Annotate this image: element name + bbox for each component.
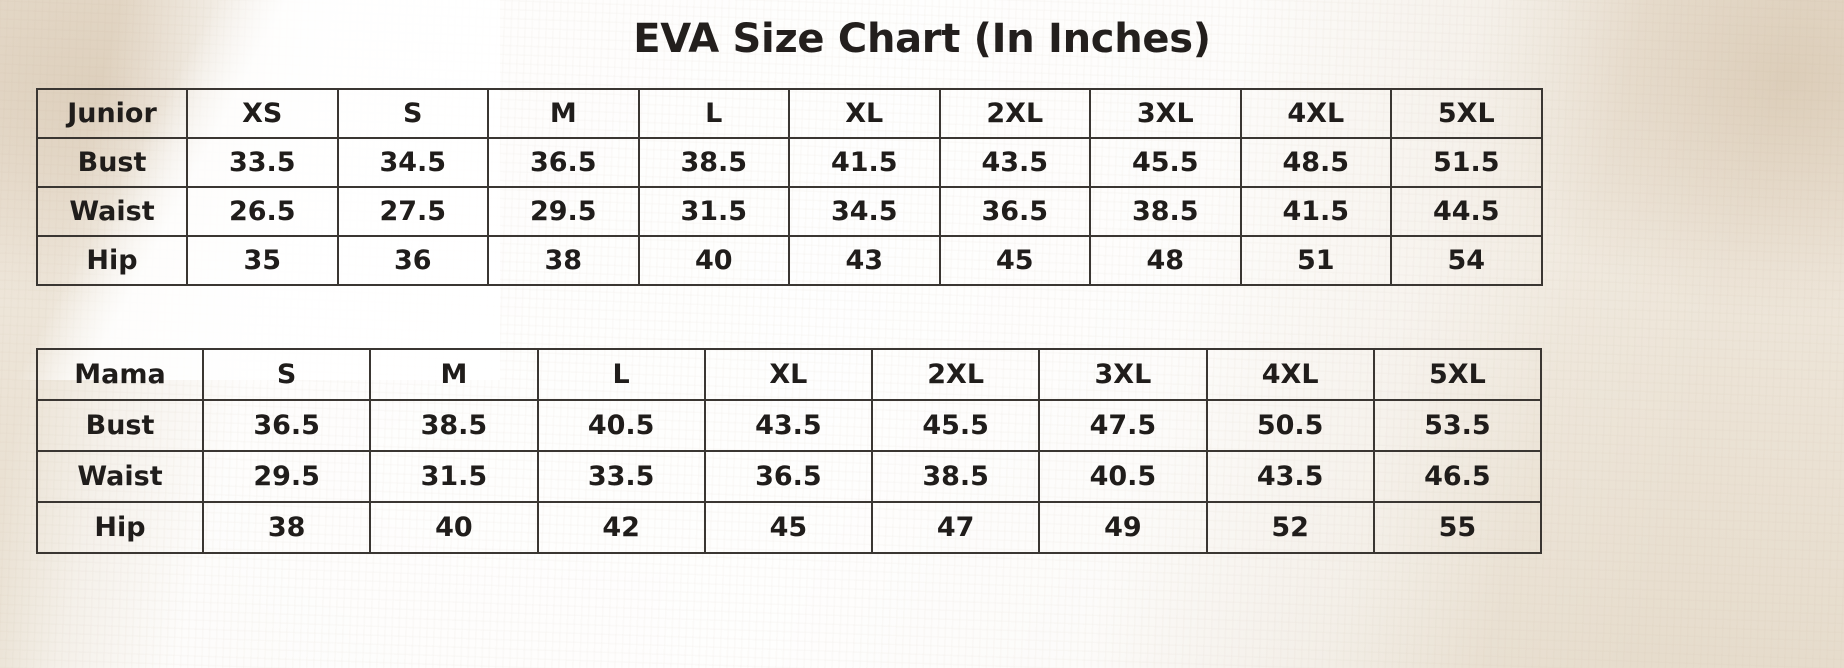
junior-bust-xs: 33.5 [186,137,339,188]
mama-row-label-bust: Bust [36,399,204,452]
junior-corner-label: Junior [36,88,188,139]
junior-bust-5xl: 51.5 [1390,137,1543,188]
junior-hip-2xl: 45 [938,235,1091,286]
junior-bust-s: 34.5 [336,137,489,188]
junior-row-label-waist: Waist [36,186,188,237]
mama-bust-s: 36.5 [201,399,372,452]
junior-hip-xl: 43 [788,235,941,286]
junior-col-header-5xl: 5XL [1390,88,1543,139]
mama-bust-4xl: 50.5 [1205,399,1375,452]
mama-waist-4xl: 43.5 [1205,450,1375,503]
mama-bust-5xl: 53.5 [1372,399,1543,452]
mama-bust-2xl: 45.5 [870,399,1041,452]
junior-hip-3xl: 48 [1089,235,1242,286]
junior-hip-m: 38 [487,235,640,286]
mama-col-header-xl: XL [703,348,874,401]
page-title: EVA Size Chart (In Inches) [633,16,1211,62]
junior-col-header-3xl: 3XL [1089,88,1242,139]
junior-waist-m: 29.5 [487,186,640,237]
mama-col-header-s: S [201,348,372,401]
junior-waist-3xl: 38.5 [1089,186,1242,237]
junior-col-header-4xl: 4XL [1239,88,1392,139]
junior-row-label-hip: Hip [36,235,188,286]
junior-col-header-m: M [487,88,640,139]
junior-waist-xs: 26.5 [186,186,339,237]
mama-col-header-4xl: 4XL [1205,348,1375,401]
junior-table-head: Junior XS S M L XL 2XL 3XL 4XL 5XL [36,88,1543,139]
mama-col-header-m: M [369,348,539,401]
junior-table-body: Bust 33.5 34.5 36.5 38.5 41.5 43.5 45.5 … [36,137,1543,286]
mama-row-label-hip: Hip [36,501,204,554]
junior-hip-4xl: 51 [1239,235,1392,286]
mama-bust-xl: 43.5 [703,399,874,452]
junior-waist-5xl: 44.5 [1390,186,1543,237]
junior-hip-l: 40 [637,235,790,286]
junior-bust-2xl: 43.5 [938,137,1091,188]
table-row: Waist 26.5 27.5 29.5 31.5 34.5 36.5 38.5… [36,186,1543,237]
table-row: Bust 33.5 34.5 36.5 38.5 41.5 43.5 45.5 … [36,137,1543,188]
mama-hip-m: 40 [369,501,539,554]
mama-table-body: Bust 36.5 38.5 40.5 43.5 45.5 47.5 50.5 … [36,399,1543,554]
mama-waist-3xl: 40.5 [1038,450,1208,503]
mama-bust-l: 40.5 [536,399,706,452]
junior-bust-l: 38.5 [637,137,790,188]
junior-waist-l: 31.5 [637,186,790,237]
mama-hip-s: 38 [201,501,372,554]
mama-bust-3xl: 47.5 [1038,399,1208,452]
junior-hip-xs: 35 [186,235,339,286]
mama-bust-m: 38.5 [369,399,539,452]
table-row: Hip 38 40 42 45 47 49 52 55 [36,501,1543,554]
mama-header-row: Mama S M L XL 2XL 3XL 4XL 5XL [36,348,1543,401]
mama-waist-xl: 36.5 [703,450,874,503]
junior-size-table: Junior XS S M L XL 2XL 3XL 4XL 5XL Bust … [36,88,1543,286]
junior-waist-s: 27.5 [336,186,489,237]
junior-waist-xl: 34.5 [788,186,941,237]
junior-header-row: Junior XS S M L XL 2XL 3XL 4XL 5XL [36,88,1543,139]
mama-waist-5xl: 46.5 [1372,450,1543,503]
junior-bust-m: 36.5 [487,137,640,188]
mama-table-head: Mama S M L XL 2XL 3XL 4XL 5XL [36,348,1543,401]
mama-col-header-3xl: 3XL [1038,348,1208,401]
junior-col-header-l: L [637,88,790,139]
junior-bust-3xl: 45.5 [1089,137,1242,188]
junior-hip-s: 36 [336,235,489,286]
mama-waist-2xl: 38.5 [870,450,1041,503]
mama-size-table: Mama S M L XL 2XL 3XL 4XL 5XL Bust 36.5 … [36,348,1543,554]
junior-row-label-bust: Bust [36,137,188,188]
junior-bust-xl: 41.5 [788,137,941,188]
junior-waist-2xl: 36.5 [938,186,1091,237]
mama-corner-label: Mama [36,348,204,401]
table-row: Waist 29.5 31.5 33.5 36.5 38.5 40.5 43.5… [36,450,1543,503]
junior-col-header-s: S [336,88,489,139]
mama-col-header-l: L [536,348,706,401]
mama-waist-m: 31.5 [369,450,539,503]
mama-hip-xl: 45 [703,501,874,554]
mama-hip-4xl: 52 [1205,501,1375,554]
junior-waist-4xl: 41.5 [1239,186,1392,237]
table-row: Hip 35 36 38 40 43 45 48 51 54 [36,235,1543,286]
mama-hip-2xl: 47 [870,501,1041,554]
mama-col-header-2xl: 2XL [870,348,1041,401]
mama-hip-3xl: 49 [1038,501,1208,554]
junior-bust-4xl: 48.5 [1239,137,1392,188]
mama-waist-s: 29.5 [201,450,372,503]
junior-col-header-2xl: 2XL [938,88,1091,139]
mama-col-header-5xl: 5XL [1372,348,1543,401]
junior-col-header-xs: XS [186,88,339,139]
mama-hip-5xl: 55 [1372,501,1543,554]
mama-hip-l: 42 [536,501,706,554]
mama-row-label-waist: Waist [36,450,204,503]
junior-hip-5xl: 54 [1390,235,1543,286]
mama-waist-l: 33.5 [536,450,706,503]
table-row: Bust 36.5 38.5 40.5 43.5 45.5 47.5 50.5 … [36,399,1543,452]
junior-col-header-xl: XL [788,88,941,139]
